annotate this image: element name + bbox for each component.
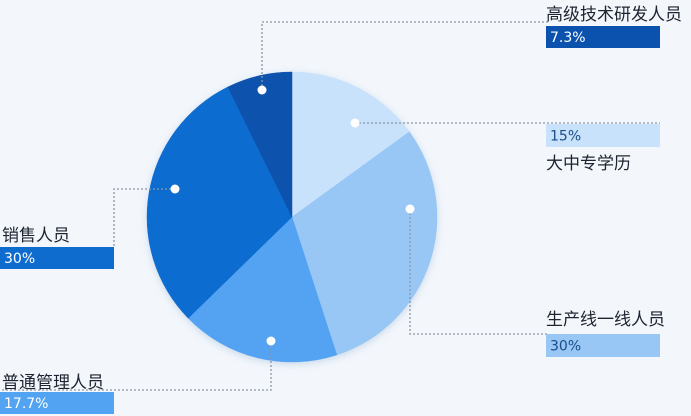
category-label-5: 高级技术研发人员 bbox=[546, 5, 682, 25]
category-label-2: 生产线一线人员 bbox=[546, 310, 665, 330]
leader-line-4 bbox=[113, 188, 175, 247]
pie-slice-5[interactable] bbox=[227, 71, 293, 218]
pie-slice-3[interactable] bbox=[187, 216, 338, 363]
category-label-1: 大中专学历 bbox=[546, 154, 631, 174]
pie-slice-4[interactable] bbox=[146, 86, 293, 319]
category-label-3: 普通管理人员 bbox=[2, 373, 104, 393]
category-label-4: 销售人员 bbox=[2, 226, 70, 246]
leader-line-5 bbox=[261, 21, 548, 90]
pie-slices bbox=[146, 71, 438, 363]
value-label-2: 30% bbox=[550, 339, 581, 355]
value-label-4: 30% bbox=[4, 251, 35, 267]
leader-lines bbox=[0, 21, 660, 391]
slice-labels: 15% 大中专学历 30% 生产线一线人员 17.7% 普通管理人员 30% 销售人员 7.3%… bbox=[0, 5, 682, 414]
leader-dots bbox=[170, 85, 415, 346]
leader-dot-3 bbox=[266, 336, 276, 346]
pie-slice-1[interactable] bbox=[291, 71, 410, 218]
pie-slice-2[interactable] bbox=[291, 131, 438, 356]
leader-dot-5 bbox=[257, 85, 267, 95]
value-label-3: 17.7% bbox=[4, 396, 48, 412]
value-box-2 bbox=[546, 334, 660, 357]
leader-dot-4 bbox=[170, 184, 180, 194]
value-label-1: 15% bbox=[550, 129, 581, 145]
value-box-5 bbox=[546, 26, 660, 48]
value-label-5: 7.3% bbox=[550, 30, 586, 46]
value-box-4 bbox=[0, 247, 114, 269]
value-box-3 bbox=[0, 392, 114, 414]
leader-dot-2 bbox=[405, 204, 415, 214]
value-box-1 bbox=[546, 124, 660, 147]
leader-line-3 bbox=[0, 341, 272, 391]
leader-dot-1 bbox=[350, 118, 360, 128]
leader-line-2 bbox=[409, 209, 548, 335]
